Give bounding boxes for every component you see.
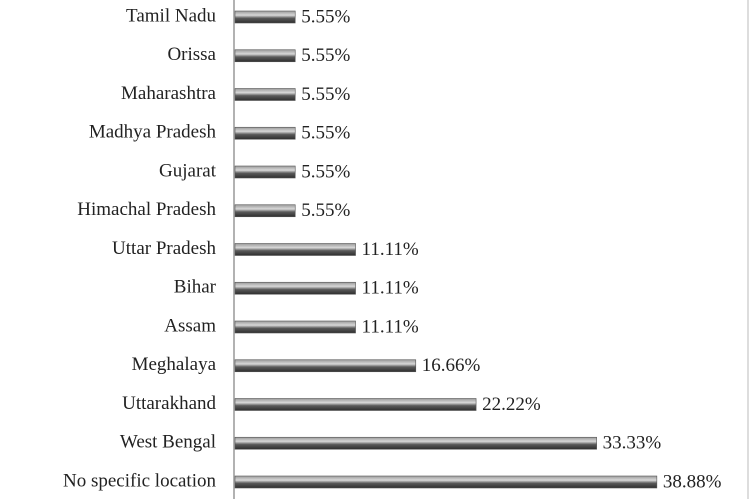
bar bbox=[234, 49, 296, 63]
bar bbox=[234, 359, 417, 373]
category-label: Uttarakhand bbox=[122, 393, 216, 414]
data-label: 16.66% bbox=[422, 355, 481, 376]
data-label: 5.55% bbox=[301, 200, 350, 221]
data-label: 38.88% bbox=[663, 471, 722, 492]
data-label: 5.55% bbox=[301, 161, 350, 182]
bar bbox=[234, 10, 296, 24]
data-label: 5.55% bbox=[301, 123, 350, 144]
bar bbox=[234, 436, 597, 450]
category-label: West Bengal bbox=[120, 432, 216, 453]
category-label: Uttar Pradesh bbox=[112, 238, 216, 259]
data-label: 22.22% bbox=[482, 394, 541, 415]
category-label: Meghalaya bbox=[132, 354, 217, 375]
bar bbox=[234, 88, 296, 101]
category-label: Assam bbox=[164, 315, 216, 336]
category-label: Gujarat bbox=[159, 160, 217, 181]
bar bbox=[234, 243, 356, 256]
data-label: 11.11% bbox=[362, 316, 419, 337]
bar bbox=[234, 165, 296, 179]
data-label: 11.11% bbox=[362, 239, 419, 260]
bar bbox=[234, 475, 658, 489]
bar bbox=[234, 204, 296, 218]
category-label: Madhya Pradesh bbox=[89, 122, 217, 143]
data-label: 5.55% bbox=[301, 84, 350, 105]
bar bbox=[234, 398, 477, 411]
bar bbox=[234, 320, 356, 334]
data-label: 5.55% bbox=[301, 45, 350, 66]
category-label: Bihar bbox=[174, 277, 217, 298]
bar bbox=[234, 126, 296, 140]
data-label: 33.33% bbox=[603, 433, 662, 454]
category-label: Himachal Pradesh bbox=[77, 199, 216, 220]
category-label: No specific location bbox=[63, 470, 217, 491]
data-label: 11.11% bbox=[362, 278, 419, 299]
category-label: Tamil Nadu bbox=[126, 5, 216, 26]
category-label: Maharashtra bbox=[121, 83, 217, 104]
data-label: 5.55% bbox=[301, 6, 350, 27]
category-label: Orissa bbox=[167, 44, 216, 65]
bar bbox=[234, 281, 356, 295]
